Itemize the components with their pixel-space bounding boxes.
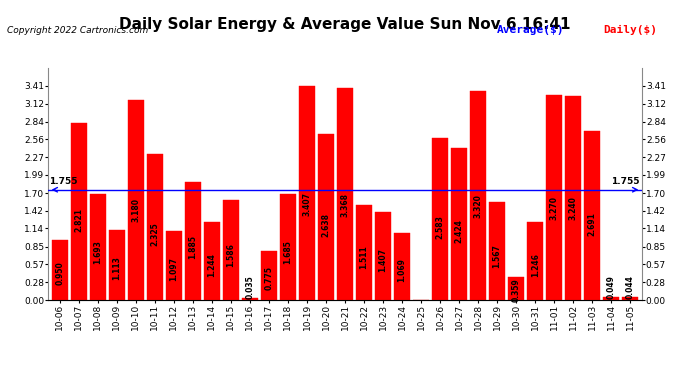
Bar: [318, 134, 334, 300]
Bar: [261, 251, 277, 300]
Text: 1.113: 1.113: [112, 256, 121, 280]
Bar: [471, 92, 486, 300]
Text: 1.755: 1.755: [611, 177, 640, 186]
Text: 1.885: 1.885: [188, 235, 197, 259]
Text: 3.240: 3.240: [569, 196, 578, 220]
Text: 1.244: 1.244: [208, 253, 217, 277]
Text: 3.180: 3.180: [131, 198, 140, 222]
Text: 1.693: 1.693: [93, 240, 102, 264]
Bar: [185, 182, 201, 300]
Bar: [299, 86, 315, 300]
Bar: [527, 222, 543, 300]
Text: 2.583: 2.583: [435, 215, 444, 239]
Text: Daily Solar Energy & Average Value Sun Nov 6 16:41: Daily Solar Energy & Average Value Sun N…: [119, 17, 571, 32]
Bar: [509, 278, 524, 300]
Text: 2.691: 2.691: [588, 212, 597, 236]
Text: 0.035: 0.035: [246, 275, 255, 299]
Text: 1.097: 1.097: [169, 257, 178, 281]
Text: 1.407: 1.407: [379, 248, 388, 272]
Bar: [489, 201, 505, 300]
Text: 2.821: 2.821: [75, 208, 83, 232]
Text: 1.685: 1.685: [284, 240, 293, 264]
Bar: [223, 200, 239, 300]
Bar: [622, 297, 638, 300]
Text: Average($): Average($): [497, 25, 564, 35]
Text: 1.069: 1.069: [397, 258, 406, 282]
Bar: [356, 205, 372, 300]
Text: Copyright 2022 Cartronics.com: Copyright 2022 Cartronics.com: [7, 26, 148, 35]
Bar: [375, 211, 391, 300]
Bar: [242, 298, 257, 300]
Bar: [147, 154, 163, 300]
Bar: [204, 222, 219, 300]
Bar: [128, 100, 144, 300]
Text: 2.638: 2.638: [322, 213, 331, 237]
Text: 0.044: 0.044: [626, 275, 635, 299]
Text: 1.511: 1.511: [359, 245, 368, 269]
Bar: [433, 138, 448, 300]
Bar: [394, 233, 410, 300]
Text: 3.270: 3.270: [550, 195, 559, 219]
Bar: [52, 240, 68, 300]
Text: 2.424: 2.424: [455, 219, 464, 243]
Text: 3.320: 3.320: [473, 194, 482, 218]
Bar: [71, 123, 86, 300]
Text: 1.755: 1.755: [49, 177, 78, 186]
Text: 3.368: 3.368: [340, 193, 350, 217]
Text: 1.567: 1.567: [493, 244, 502, 268]
Text: 0.359: 0.359: [512, 278, 521, 302]
Text: 0.049: 0.049: [607, 275, 615, 299]
Text: 1.586: 1.586: [226, 243, 235, 267]
Bar: [90, 194, 106, 300]
Bar: [604, 297, 619, 300]
Text: 3.407: 3.407: [302, 192, 311, 216]
Text: Daily($): Daily($): [604, 25, 658, 35]
Bar: [166, 231, 181, 300]
Text: 0.950: 0.950: [55, 261, 64, 285]
Bar: [546, 94, 562, 300]
Bar: [451, 148, 467, 300]
Bar: [337, 88, 353, 300]
Bar: [565, 96, 581, 300]
Text: 1.246: 1.246: [531, 253, 540, 277]
Text: 0.775: 0.775: [264, 266, 273, 290]
Bar: [584, 131, 600, 300]
Text: 2.325: 2.325: [150, 222, 159, 246]
Bar: [280, 194, 296, 300]
Bar: [109, 230, 125, 300]
